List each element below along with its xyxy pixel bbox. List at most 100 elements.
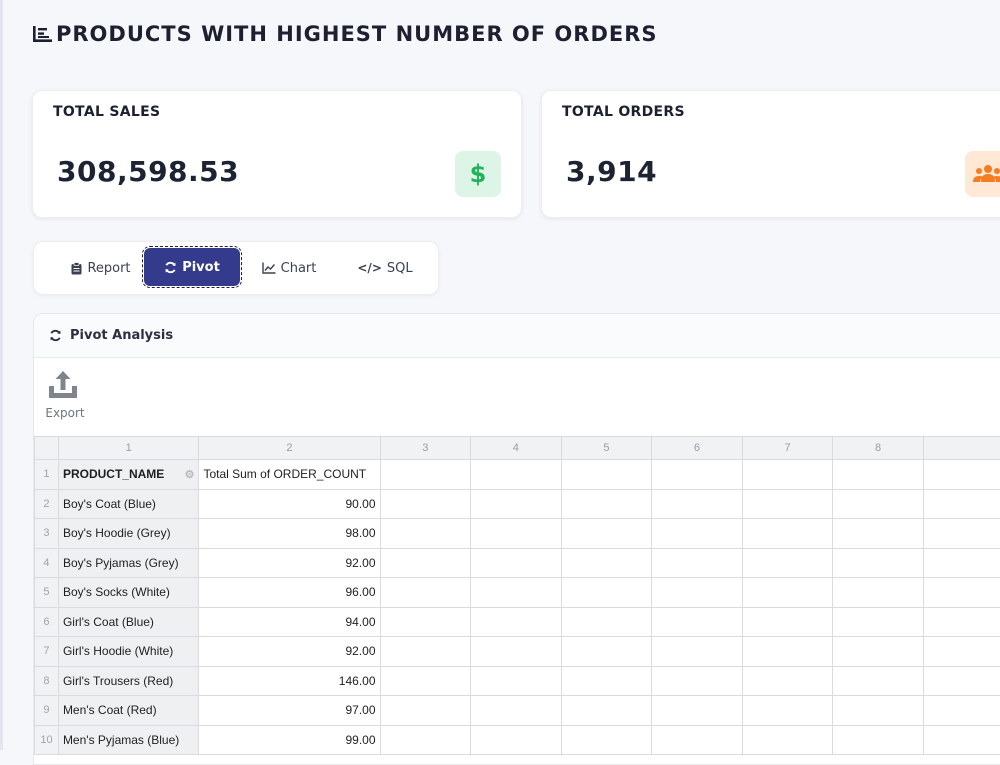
empty-cell[interactable] bbox=[923, 578, 1000, 608]
order-count-cell[interactable]: 92.00 bbox=[199, 548, 380, 578]
product-name-cell[interactable]: Boy's Coat (Blue) bbox=[58, 489, 199, 519]
empty-cell[interactable] bbox=[561, 696, 652, 726]
empty-cell[interactable] bbox=[742, 725, 833, 755]
empty-cell[interactable] bbox=[652, 637, 743, 667]
empty-cell[interactable] bbox=[923, 519, 1000, 549]
empty-cell[interactable] bbox=[742, 637, 833, 667]
empty-cell[interactable] bbox=[471, 578, 562, 608]
value-header[interactable]: Total Sum of ORDER_COUNT bbox=[199, 460, 380, 490]
product-name-cell[interactable]: Men's Coat (Red) bbox=[58, 696, 199, 726]
column-number[interactable]: 7 bbox=[742, 437, 833, 460]
empty-cell[interactable] bbox=[742, 607, 833, 637]
column-number[interactable]: 4 bbox=[471, 437, 562, 460]
empty-cell[interactable] bbox=[652, 578, 743, 608]
empty-cell[interactable] bbox=[923, 696, 1000, 726]
order-count-cell[interactable]: 96.00 bbox=[199, 578, 380, 608]
product-name-cell[interactable]: Girl's Trousers (Red) bbox=[58, 666, 199, 696]
empty-cell[interactable] bbox=[833, 607, 924, 637]
row-number[interactable]: 6 bbox=[35, 607, 59, 637]
tab-chart[interactable]: Chart bbox=[256, 248, 322, 288]
empty-cell[interactable] bbox=[742, 489, 833, 519]
row-number[interactable]: 10 bbox=[35, 725, 59, 755]
order-count-cell[interactable]: 94.00 bbox=[199, 607, 380, 637]
empty-cell[interactable] bbox=[652, 725, 743, 755]
row-number[interactable]: 7 bbox=[35, 637, 59, 667]
empty-cell[interactable] bbox=[471, 696, 562, 726]
empty-cell[interactable] bbox=[742, 696, 833, 726]
row-number[interactable]: 9 bbox=[35, 696, 59, 726]
empty-cell[interactable] bbox=[561, 548, 652, 578]
column-number[interactable]: 3 bbox=[380, 437, 471, 460]
empty-cell[interactable] bbox=[561, 489, 652, 519]
empty-cell[interactable] bbox=[833, 519, 924, 549]
order-count-cell[interactable]: 90.00 bbox=[199, 489, 380, 519]
tab-report[interactable]: Report bbox=[54, 248, 148, 288]
column-number[interactable]: 2 bbox=[199, 437, 380, 460]
field-header-product-name[interactable]: PRODUCT_NAME ⚙ bbox=[58, 460, 199, 490]
empty-cell[interactable] bbox=[380, 489, 471, 519]
empty-cell[interactable] bbox=[923, 460, 1000, 490]
empty-cell[interactable] bbox=[652, 607, 743, 637]
empty-cell[interactable] bbox=[742, 519, 833, 549]
empty-cell[interactable] bbox=[923, 666, 1000, 696]
empty-cell[interactable] bbox=[380, 637, 471, 667]
empty-cell[interactable] bbox=[380, 725, 471, 755]
empty-cell[interactable] bbox=[923, 489, 1000, 519]
order-count-cell[interactable]: 99.00 bbox=[199, 725, 380, 755]
empty-cell[interactable] bbox=[923, 637, 1000, 667]
tab-sql[interactable]: </> SQL bbox=[352, 248, 418, 288]
empty-cell[interactable] bbox=[471, 519, 562, 549]
empty-cell[interactable] bbox=[471, 725, 562, 755]
product-name-cell[interactable]: Girl's Coat (Blue) bbox=[58, 607, 199, 637]
empty-cell[interactable] bbox=[380, 548, 471, 578]
row-number[interactable]: 5 bbox=[35, 578, 59, 608]
empty-cell[interactable] bbox=[380, 607, 471, 637]
empty-cell[interactable] bbox=[471, 460, 562, 490]
empty-cell[interactable] bbox=[833, 725, 924, 755]
row-number[interactable]: 3 bbox=[35, 519, 59, 549]
empty-cell[interactable] bbox=[561, 460, 652, 490]
row-number[interactable]: 4 bbox=[35, 548, 59, 578]
empty-cell[interactable] bbox=[561, 666, 652, 696]
empty-cell[interactable] bbox=[471, 607, 562, 637]
column-number[interactable]: 1 bbox=[58, 437, 199, 460]
order-count-cell[interactable]: 92.00 bbox=[199, 637, 380, 667]
empty-cell[interactable] bbox=[561, 519, 652, 549]
product-name-cell[interactable]: Men's Pyjamas (Blue) bbox=[58, 725, 199, 755]
empty-cell[interactable] bbox=[652, 489, 743, 519]
empty-cell[interactable] bbox=[471, 548, 562, 578]
gear-icon[interactable]: ⚙ bbox=[185, 468, 195, 481]
empty-cell[interactable] bbox=[923, 548, 1000, 578]
empty-cell[interactable] bbox=[833, 460, 924, 490]
order-count-cell[interactable]: 146.00 bbox=[199, 666, 380, 696]
column-number[interactable]: 6 bbox=[652, 437, 743, 460]
tab-pivot[interactable]: Pivot bbox=[144, 248, 240, 286]
empty-cell[interactable] bbox=[833, 637, 924, 667]
column-number[interactable]: 8 bbox=[833, 437, 924, 460]
empty-cell[interactable] bbox=[380, 666, 471, 696]
empty-cell[interactable] bbox=[652, 519, 743, 549]
empty-cell[interactable] bbox=[380, 578, 471, 608]
product-name-cell[interactable]: Boy's Socks (White) bbox=[58, 578, 199, 608]
export-button[interactable]: Export bbox=[41, 370, 89, 420]
empty-cell[interactable] bbox=[471, 666, 562, 696]
empty-cell[interactable] bbox=[742, 548, 833, 578]
empty-cell[interactable] bbox=[380, 460, 471, 490]
row-number[interactable]: 1 bbox=[35, 460, 59, 490]
empty-cell[interactable] bbox=[652, 666, 743, 696]
order-count-cell[interactable]: 97.00 bbox=[199, 696, 380, 726]
empty-cell[interactable] bbox=[652, 548, 743, 578]
empty-cell[interactable] bbox=[833, 489, 924, 519]
column-number[interactable]: 5 bbox=[561, 437, 652, 460]
empty-cell[interactable] bbox=[471, 489, 562, 519]
order-count-cell[interactable]: 98.00 bbox=[199, 519, 380, 549]
column-number[interactable] bbox=[923, 437, 1000, 460]
empty-cell[interactable] bbox=[923, 725, 1000, 755]
empty-cell[interactable] bbox=[561, 637, 652, 667]
empty-cell[interactable] bbox=[833, 666, 924, 696]
empty-cell[interactable] bbox=[833, 578, 924, 608]
empty-cell[interactable] bbox=[742, 578, 833, 608]
empty-cell[interactable] bbox=[380, 519, 471, 549]
empty-cell[interactable] bbox=[561, 607, 652, 637]
product-name-cell[interactable]: Boy's Hoodie (Grey) bbox=[58, 519, 199, 549]
